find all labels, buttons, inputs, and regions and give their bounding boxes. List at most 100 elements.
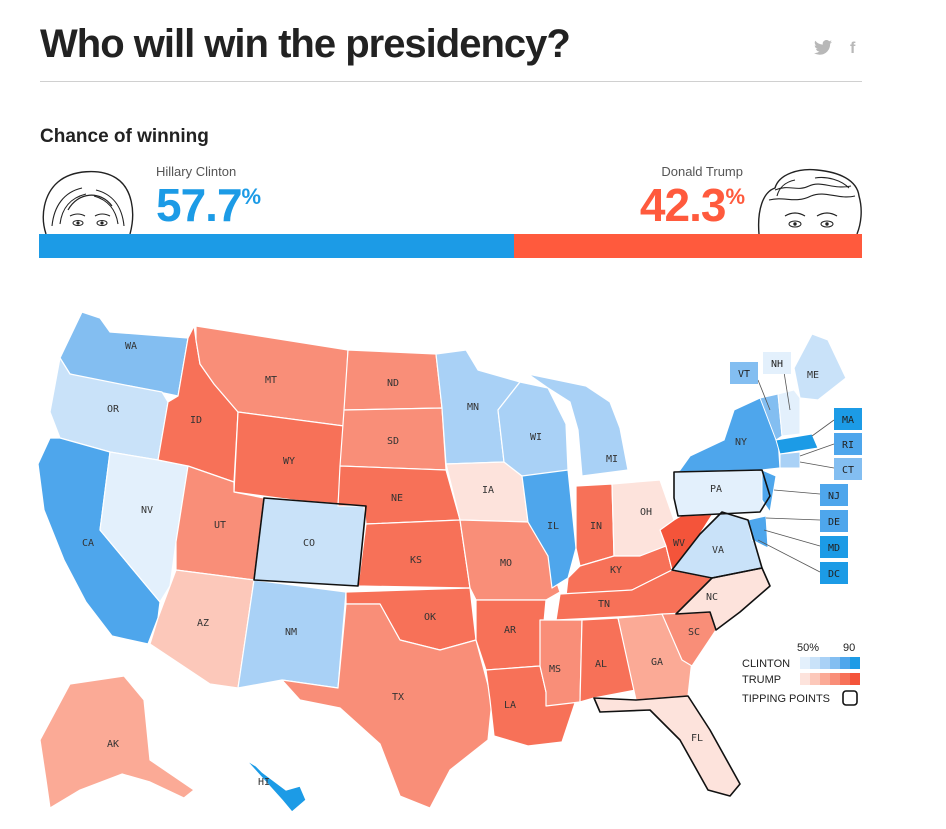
trump-legend-swatch <box>800 673 810 685</box>
twitter-icon[interactable] <box>814 40 832 60</box>
state-label-hi: HI <box>258 777 270 788</box>
state-label-ok: OK <box>424 612 436 623</box>
legend-scale-high: 90 <box>843 642 855 654</box>
state-label-ne: NE <box>391 493 403 504</box>
state-label-tn: TN <box>598 599 610 610</box>
state-label-ia: IA <box>482 485 494 496</box>
state-label-sc: SC <box>688 627 700 638</box>
clinton-legend-swatch <box>840 657 850 669</box>
state-label-me: ME <box>807 370 819 381</box>
state-label-ut: UT <box>214 520 226 531</box>
state-box-ri[interactable] <box>834 433 862 455</box>
trump-name: Donald Trump <box>661 164 743 179</box>
state-label-id: ID <box>190 415 202 426</box>
clinton-legend-swatch <box>800 657 810 669</box>
header-divider <box>40 81 862 82</box>
clinton-legend-swatch <box>830 657 840 669</box>
state-box-label-ct: CT <box>842 465 854 476</box>
state-label-ms: MS <box>549 664 561 675</box>
clinton-legend-swatch <box>810 657 820 669</box>
state-label-nd: ND <box>387 378 399 389</box>
state-il[interactable] <box>521 469 577 589</box>
state-me[interactable] <box>793 333 847 401</box>
state-box-label-ri: RI <box>842 440 854 451</box>
state-box-label-de: DE <box>828 517 840 528</box>
clinton-legend-swatch <box>820 657 830 669</box>
facebook-icon[interactable]: f <box>850 40 856 57</box>
trump-probability-bar <box>514 234 862 258</box>
state-label-oh: OH <box>640 507 652 518</box>
clinton-probability-bar <box>39 234 514 258</box>
trump-legend-swatch <box>830 673 840 685</box>
trump-portrait-icon <box>757 168 862 234</box>
state-wi[interactable] <box>497 381 569 477</box>
state-label-va: VA <box>712 545 724 556</box>
state-label-ak: AK <box>107 739 119 750</box>
state-ks[interactable] <box>357 519 471 589</box>
state-box-vt[interactable] <box>730 362 758 384</box>
state-box-label-nh: NH <box>771 359 783 370</box>
state-label-or: OR <box>107 404 120 415</box>
trump-legend-swatch <box>810 673 820 685</box>
state-label-wy: WY <box>283 456 295 467</box>
clinton-legend-swatch <box>850 657 860 669</box>
state-label-la: LA <box>504 700 516 711</box>
state-label-mi: MI <box>606 454 618 465</box>
state-label-in: IN <box>590 521 602 532</box>
state-label-al: AL <box>595 659 607 670</box>
state-label-co: CO <box>303 538 315 549</box>
state-tx[interactable] <box>281 603 493 809</box>
trump-legend-swatch <box>850 673 860 685</box>
state-box-ma[interactable] <box>834 408 862 430</box>
state-label-wa: WA <box>125 341 137 352</box>
state-label-ca: CA <box>82 538 94 549</box>
legend-clinton: CLINTON <box>742 658 790 670</box>
state-box-nj[interactable] <box>820 484 848 506</box>
state-label-az: AZ <box>197 618 209 629</box>
state-forecast-map: WA OR CA NV ID MT WY UT AZ CO NM ND SD NE KS OK TX MN IA MO… <box>37 311 862 813</box>
state-label-ky: KY <box>610 565 622 576</box>
state-label-ks: KS <box>410 555 422 566</box>
state-label-il: IL <box>547 521 559 532</box>
state-box-dc[interactable] <box>820 562 848 584</box>
state-label-mn: MN <box>467 402 479 413</box>
state-label-wv: WV <box>673 538 685 549</box>
state-oh[interactable] <box>611 479 675 557</box>
state-box-label-dc: DC <box>828 569 840 580</box>
state-box-label-nj: NJ <box>828 491 840 502</box>
legend-scale-low: 50% <box>797 642 819 654</box>
trump-percent: 42.3% <box>639 179 745 231</box>
state-ak[interactable] <box>39 675 195 809</box>
state-label-nm: NM <box>285 627 297 638</box>
state-label-ar: AR <box>504 625 517 636</box>
trump-legend-swatch <box>820 673 830 685</box>
state-box-label-vt: VT <box>738 369 750 380</box>
state-box-ct[interactable] <box>834 458 862 480</box>
state-hi[interactable] <box>245 759 307 813</box>
state-mi[interactable] <box>527 373 629 477</box>
state-label-nv: NV <box>141 505 153 516</box>
state-label-mo: MO <box>500 558 512 569</box>
legend-trump: TRUMP <box>742 674 781 686</box>
state-label-wi: WI <box>530 432 542 443</box>
state-label-pa: PA <box>710 484 722 495</box>
tipping-point-swatch <box>842 690 858 706</box>
clinton-portrait-icon <box>42 170 134 234</box>
trump-legend-swatch <box>840 673 850 685</box>
clinton-percent: 57.7% <box>156 179 261 231</box>
state-box-label-md: MD <box>828 543 840 554</box>
section-title: Chance of winning <box>40 126 209 147</box>
state-label-nc: NC <box>706 592 718 603</box>
state-ms[interactable] <box>539 619 583 707</box>
state-box-de[interactable] <box>820 510 848 532</box>
legend-tipping-points: TIPPING POINTS <box>742 693 830 705</box>
state-box-nh[interactable] <box>763 352 791 374</box>
state-box-md[interactable] <box>820 536 848 558</box>
state-label-fl: FL <box>691 733 703 744</box>
state-box-label-ma: MA <box>842 415 854 426</box>
state-label-ga: GA <box>651 657 663 668</box>
state-wv[interactable] <box>659 507 715 571</box>
state-label-ny: NY <box>735 437 747 448</box>
state-label-tx: TX <box>392 692 404 703</box>
map-legend: 50% 90 CLINTON TRUMP TIPPING POINTS <box>742 642 860 706</box>
